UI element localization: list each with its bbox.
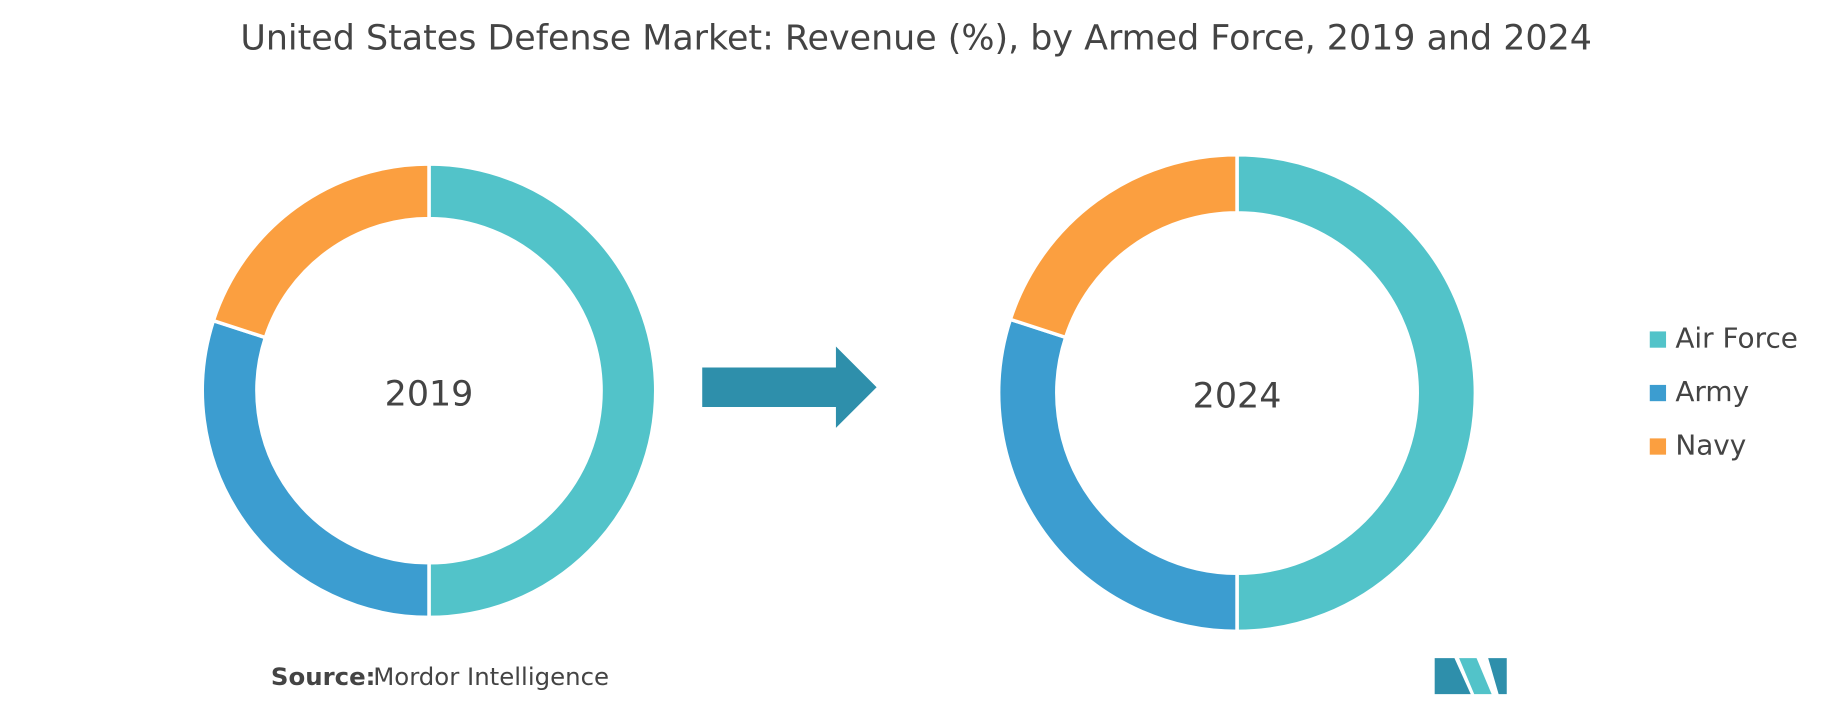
- legend-label: Army: [1675, 375, 1749, 408]
- donut-segment: [211, 162, 431, 340]
- donut-segment: [996, 317, 1239, 634]
- center-label: 2024: [1193, 377, 1282, 417]
- legend-swatch: [1649, 438, 1667, 455]
- chart-title: United States Defense Market: Revenue (%…: [240, 19, 1592, 59]
- donut-segment: [1008, 152, 1239, 340]
- center-label: 2019: [385, 374, 474, 414]
- source: Mordor Intelligence: [373, 662, 609, 691]
- legend-label: Air Force: [1675, 322, 1798, 355]
- donut-segment: [1235, 152, 1478, 634]
- legend-swatch: [1649, 384, 1667, 402]
- logo: [1434, 658, 1507, 695]
- legend-label: Navy: [1675, 429, 1746, 462]
- arrow: [702, 346, 877, 428]
- donut-segment: [200, 318, 431, 620]
- legend-swatch: [1649, 331, 1667, 348]
- donut-segment: [427, 162, 658, 620]
- source-label: Source:: [271, 662, 376, 691]
